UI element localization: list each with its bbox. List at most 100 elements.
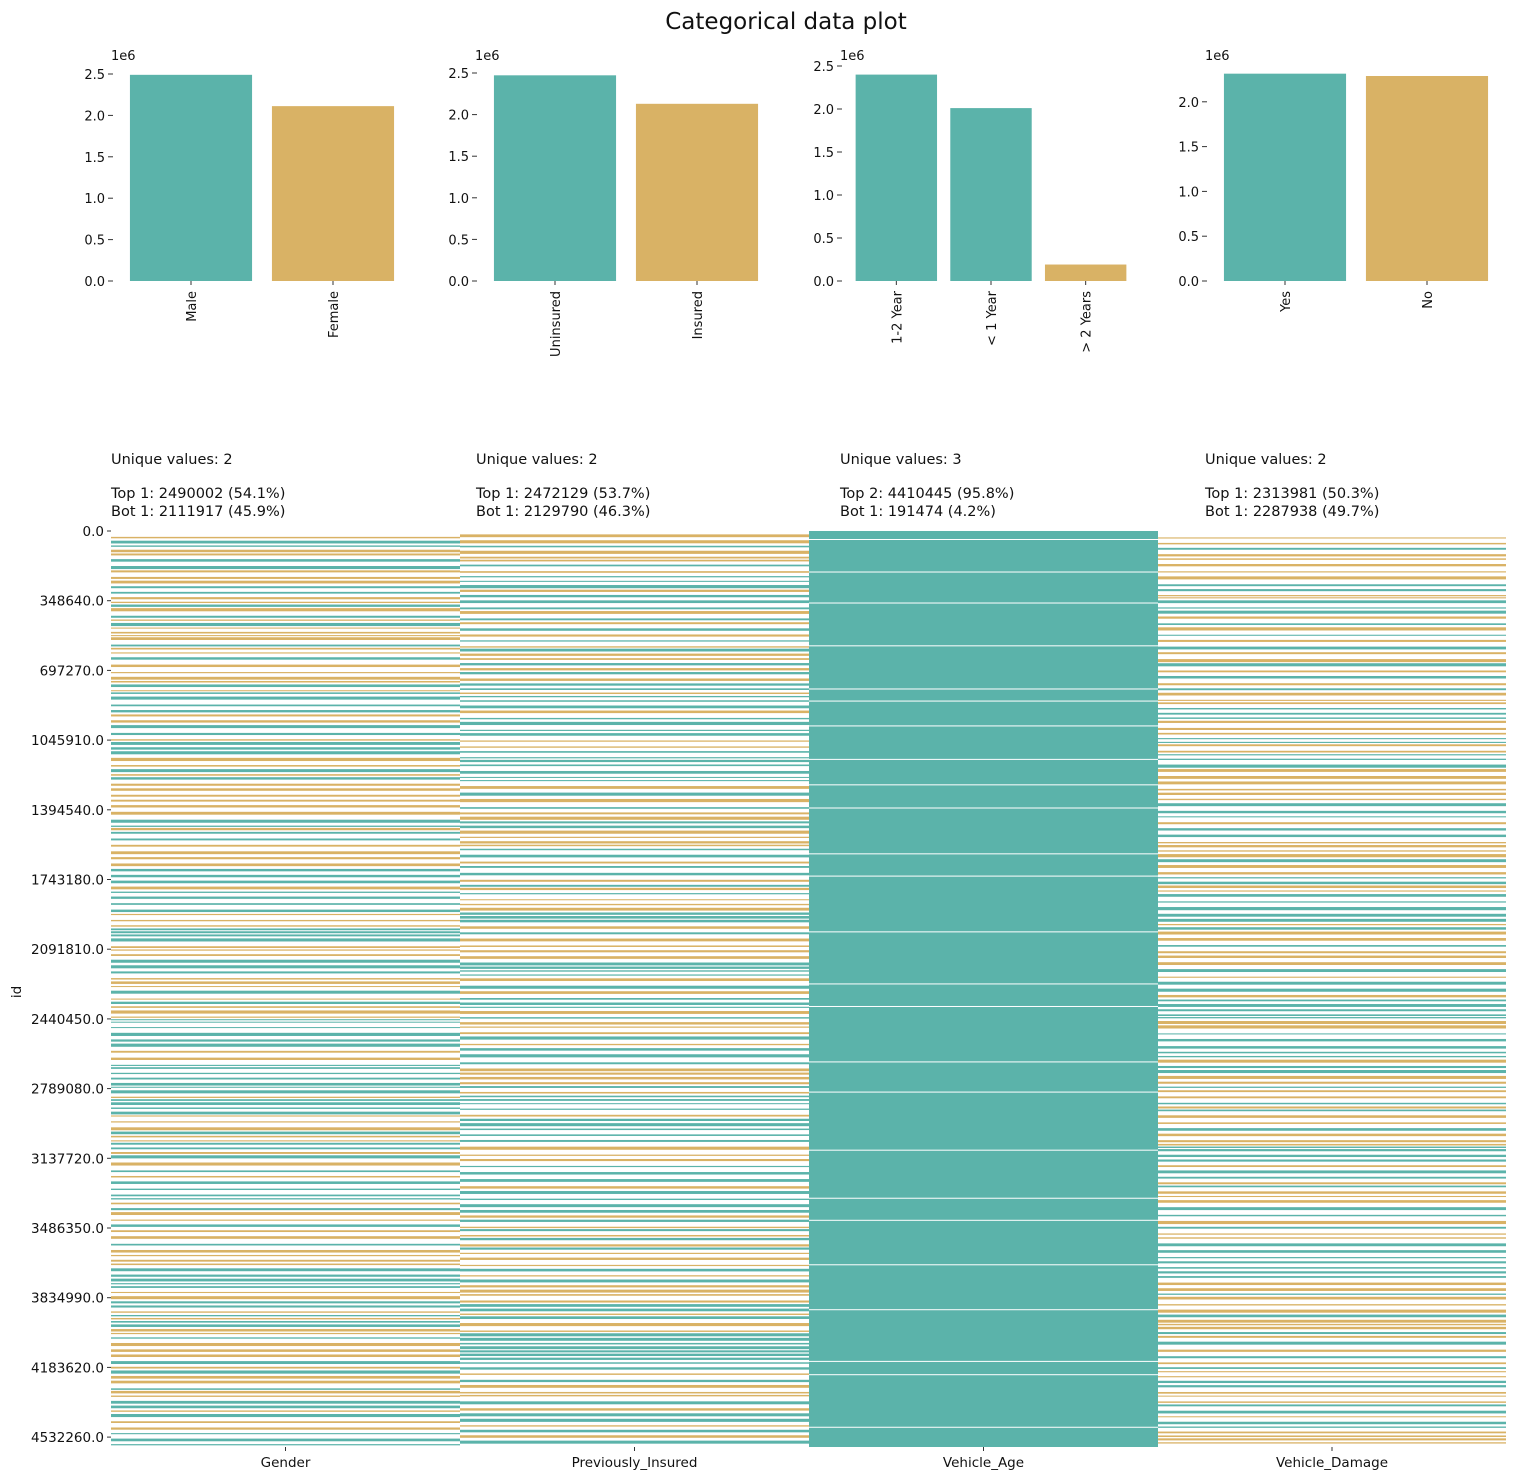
heatmap-stripe: [460, 1036, 809, 1040]
heatmap-stripe: [111, 1099, 460, 1101]
heatmap-stripe: [460, 1002, 809, 1005]
heatmap-stripe: [460, 576, 809, 578]
heatmap-stripe: [111, 1329, 460, 1332]
heatmap-stripe: [111, 1380, 460, 1384]
heatmap-stripe: [111, 1057, 460, 1060]
heatmap-stripe: [1158, 1319, 1506, 1323]
heatmap-stripe: [460, 628, 809, 631]
heatmap-stripe: [111, 777, 460, 780]
y-tick-label: 697270.0: [40, 663, 104, 679]
heatmap-stripe: [1158, 1296, 1506, 1300]
heatmap-stripe: [111, 647, 460, 650]
heatmap-stripe: [460, 998, 809, 1000]
heatmap-stripe: [460, 1353, 809, 1357]
x-tick-label: 1-2 Year: [890, 290, 905, 344]
heatmap-stripe: [460, 1346, 809, 1350]
summary-line: Unique values: 3: [840, 452, 962, 468]
heatmap-stripe: [1158, 788, 1506, 791]
heatmap-stripe: [1158, 597, 1506, 599]
y-tick-label: 2.0: [813, 103, 834, 118]
heatmap-stripe: [460, 668, 809, 671]
y-exponent-label: 1e6: [1205, 49, 1230, 64]
heatmap-stripe: [460, 1394, 809, 1397]
heatmap-stripe: [1158, 1176, 1506, 1179]
bar-3-2: [950, 108, 1032, 281]
heatmap-stripe: [460, 887, 809, 891]
y-tick-label: 0.5: [1178, 230, 1199, 245]
heatmap-stripe: [460, 1362, 809, 1364]
heatmap-stripe: [460, 1379, 809, 1383]
heatmap-stripe: [460, 879, 809, 882]
heatmap-stripe: [111, 1390, 460, 1394]
heatmap-stripe: [1158, 1304, 1506, 1306]
heatmap-stripe: [1158, 1237, 1506, 1239]
heatmap-stripe: [460, 1048, 809, 1051]
heatmap-stripe: [460, 611, 809, 614]
heatmap-stripe: [111, 684, 460, 688]
heatmap-stripe: [460, 564, 809, 567]
heatmap-stripe: [460, 798, 809, 803]
heatmap-stripe: [460, 1011, 809, 1014]
heatmap-stripe: [111, 1131, 460, 1135]
heatmap-stripe: [111, 1064, 460, 1066]
heatmap-stripe: [1158, 670, 1506, 673]
heatmap-stripe: [460, 556, 809, 559]
heatmap-stripe: [1158, 692, 1506, 696]
heatmap-stripe: [111, 757, 460, 762]
heatmap-stripe: [111, 1421, 460, 1423]
heatmap-stripe: [1158, 738, 1506, 740]
x-tick-label: Male: [185, 291, 200, 322]
heatmap-stripe: [460, 966, 809, 969]
x-tick-label: < 1 Year: [985, 290, 1000, 346]
heatmap-stripe: [1158, 1349, 1506, 1352]
heatmap-stripe: [111, 696, 460, 700]
y-axis-label: id: [9, 986, 25, 998]
heatmap-stripe: [460, 841, 809, 844]
summary-line: Unique values: 2: [476, 452, 598, 468]
heatmap-stripe: [460, 764, 809, 767]
y-tick-label: 1.5: [813, 146, 834, 161]
heatmap-stripe: [1158, 945, 1506, 947]
heatmap-stripe: [460, 1006, 809, 1008]
y-tick-label: 2.0: [1178, 96, 1199, 111]
heatmap-stripe: [460, 938, 809, 942]
heatmap-stripe: [1158, 994, 1506, 998]
heatmap-stripe: [460, 1209, 809, 1213]
heatmap-stripe: [1158, 798, 1506, 801]
heatmap-stripe: [460, 1285, 809, 1288]
heatmap-stripe: [111, 1375, 460, 1379]
heatmap-gap: [809, 758, 1158, 760]
heatmap-stripe: [1158, 999, 1506, 1002]
heatmap-stripe: [111, 692, 460, 694]
heatmap-stripe: [1158, 707, 1506, 710]
heatmap-stripe: [460, 903, 809, 906]
heatmap-stripe: [1158, 607, 1506, 609]
y-tick-label: 2789080.0: [31, 1082, 104, 1098]
heatmap-stripe: [460, 710, 809, 714]
heatmap-stripe: [1158, 1059, 1506, 1063]
heatmap-stripe: [111, 851, 460, 855]
summary-line: Top 1: 2313981 (50.3%): [1204, 486, 1379, 502]
heatmap-stripe: [460, 1357, 809, 1360]
heatmap-stripe: [460, 729, 809, 731]
heatmap-stripe: [1158, 845, 1506, 848]
y-tick-label: 3486350.0: [31, 1221, 104, 1237]
heatmap-stripe: [111, 1188, 460, 1191]
heatmap-stripe: [1158, 927, 1506, 930]
heatmap-stripe: [1158, 1086, 1506, 1088]
heatmap-stripe: [460, 884, 809, 887]
x-tick-label: No: [1421, 291, 1436, 309]
heatmap-y-axis: 0.0 348640.0 697270.0 1045910.0 1394540.0 174…: [9, 524, 111, 1446]
heatmap-stripe: [1158, 1191, 1506, 1194]
heatmap-stripe: [1158, 981, 1506, 985]
column-label: Gender: [261, 1455, 311, 1471]
y-tick-label: 2440450.0: [31, 1012, 104, 1028]
heatmap-stripe: [111, 886, 460, 890]
heatmap-stripe: [111, 751, 460, 755]
heatmap-stripe: [460, 559, 809, 562]
heatmap-stripe: [111, 990, 460, 994]
heatmap-stripe: [111, 949, 460, 951]
heatmap-stripe: [460, 571, 809, 573]
heatmap-stripe: [111, 1414, 460, 1418]
